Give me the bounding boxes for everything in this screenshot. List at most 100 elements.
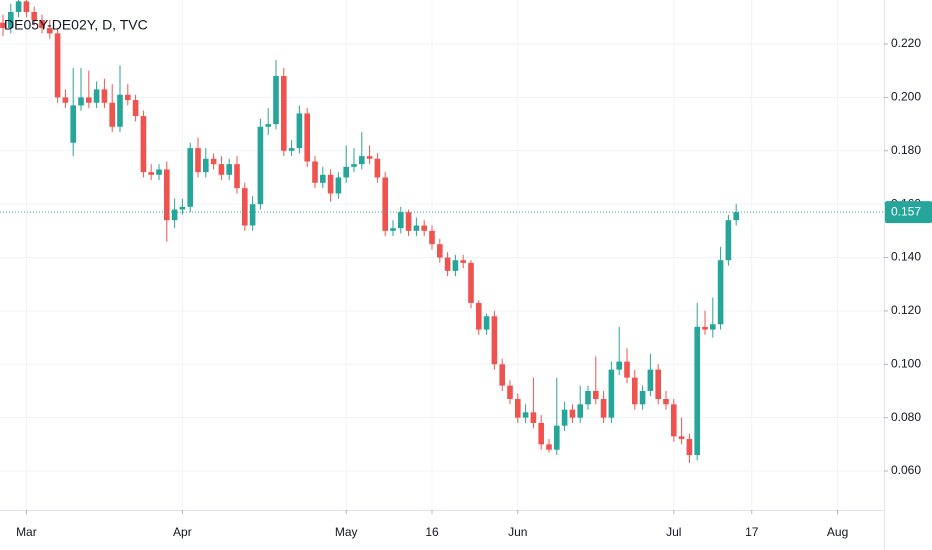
candle-body xyxy=(514,398,521,418)
candle-body xyxy=(647,369,654,391)
candle-body xyxy=(179,206,186,210)
candle-body xyxy=(148,172,155,175)
candle-body xyxy=(163,169,170,221)
candle-body xyxy=(733,212,740,221)
candle-body xyxy=(600,398,607,418)
candle-body xyxy=(421,225,428,231)
candle-body xyxy=(296,113,303,149)
y-tick-label: 0.220 xyxy=(891,36,921,50)
candle-body xyxy=(312,161,318,183)
x-tick-label: Jun xyxy=(508,525,527,539)
candle-body xyxy=(702,326,708,330)
candle-body xyxy=(257,126,264,205)
chart-title: DE05Y-DE02Y, D, TVC xyxy=(4,17,148,33)
candles xyxy=(0,0,884,464)
y-tick-label: 0.060 xyxy=(891,463,921,477)
x-tick-label: Mar xyxy=(16,525,37,539)
candle-body xyxy=(522,412,529,418)
candle-body xyxy=(670,404,677,437)
candle-body xyxy=(358,156,365,165)
y-tick-label: 0.200 xyxy=(891,90,921,104)
candle-body xyxy=(538,422,545,445)
candle-body xyxy=(483,316,490,330)
candle-body xyxy=(93,89,100,103)
candle-body xyxy=(678,436,685,440)
x-tick-label: 16 xyxy=(425,525,439,539)
candle-body xyxy=(202,158,209,173)
candle-body xyxy=(686,439,693,456)
candle-body xyxy=(0,22,6,29)
candle-body xyxy=(585,390,591,405)
candle-body xyxy=(491,316,498,365)
candle-body xyxy=(187,148,194,207)
candle-body xyxy=(117,94,123,127)
candle-body xyxy=(7,12,14,29)
candle-body xyxy=(663,398,669,405)
candle-body xyxy=(530,412,537,423)
candle-body xyxy=(140,116,147,173)
candle-body xyxy=(249,204,256,226)
candle-body xyxy=(366,156,373,159)
candle-body xyxy=(390,228,396,231)
candle-body xyxy=(234,164,240,189)
candle-body xyxy=(319,174,326,183)
candle-body xyxy=(23,1,30,13)
candle-body xyxy=(124,94,131,101)
candle-body xyxy=(631,377,638,405)
candle-body xyxy=(436,244,443,258)
y-tick-label: 0.120 xyxy=(891,303,921,317)
candle-body xyxy=(717,260,724,325)
y-tick-label: 0.080 xyxy=(891,410,921,424)
candle-body xyxy=(725,220,732,261)
candle-body xyxy=(475,302,482,330)
candle-body xyxy=(639,390,646,405)
candle-body xyxy=(85,97,92,103)
candle-body xyxy=(468,262,474,303)
candle-body xyxy=(452,260,459,271)
candle-body xyxy=(608,369,615,418)
candle-body xyxy=(561,409,568,426)
candle-body xyxy=(210,158,217,165)
candle-body xyxy=(39,20,45,29)
candle-body xyxy=(218,164,225,175)
candle-body xyxy=(624,361,630,378)
y-tick-label: 0.180 xyxy=(891,143,921,157)
x-tick-label: Apr xyxy=(173,525,192,539)
candle-body xyxy=(15,1,22,13)
last-price-label: 0.157 xyxy=(891,204,921,218)
candle-body xyxy=(592,390,599,399)
candle-body xyxy=(569,409,576,418)
candle-body xyxy=(405,212,412,231)
candle-body xyxy=(70,105,77,143)
candle-body xyxy=(460,260,467,263)
candle-body xyxy=(31,12,38,21)
candle-body xyxy=(226,164,233,175)
candle-body xyxy=(78,97,84,106)
last-price-box xyxy=(885,201,932,224)
x-tick-label: Jul xyxy=(666,525,681,539)
candle-body xyxy=(132,100,139,117)
candle-body xyxy=(553,425,560,450)
candle-body xyxy=(265,124,272,127)
candle-body xyxy=(304,113,311,162)
candle-body xyxy=(327,174,334,194)
candle-body xyxy=(288,148,295,151)
candle-body xyxy=(429,230,435,245)
candle-body xyxy=(195,148,201,173)
candle-body xyxy=(335,177,342,194)
x-tick-label: 17 xyxy=(745,525,759,539)
candle-body xyxy=(577,404,584,418)
candle-body xyxy=(273,76,279,125)
candle-body xyxy=(343,166,350,178)
candle-body xyxy=(655,369,662,399)
candle-body xyxy=(54,33,61,98)
candle-body xyxy=(709,324,716,330)
candle-body xyxy=(62,97,69,103)
candle-body xyxy=(413,225,420,231)
candle-body xyxy=(280,76,287,151)
candle-body xyxy=(694,326,701,456)
candle-body xyxy=(397,212,404,229)
